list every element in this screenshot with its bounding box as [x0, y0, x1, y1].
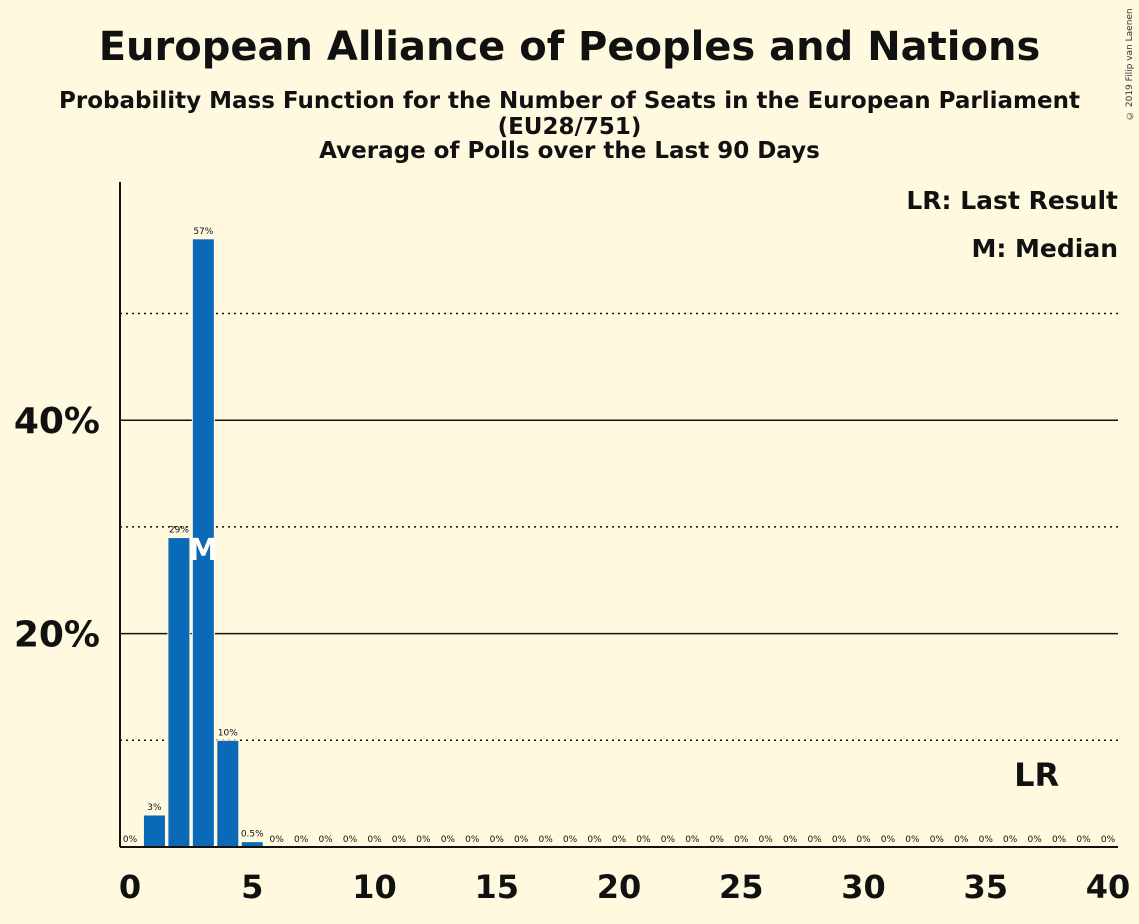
value-label-seat-17: 0% [539, 835, 554, 845]
x-tick-20: 20 [597, 868, 642, 906]
grid-lines [120, 312, 1118, 742]
x-tick-labels: 0 5 10 15 20 25 30 35 40 [119, 868, 1130, 906]
value-label-seat-7: 0% [294, 835, 309, 845]
value-label-seat-11: 0% [392, 835, 407, 845]
x-tick-25: 25 [719, 868, 764, 906]
value-label-seat-40: 0% [1101, 835, 1116, 845]
y-tick-40: 40% [14, 401, 100, 442]
value-label-seat-33: 0% [930, 835, 945, 845]
value-label-seat-28: 0% [807, 835, 822, 845]
value-label-seat-30: 0% [856, 835, 871, 845]
axes [119, 182, 1118, 848]
value-label-seat-36: 0% [1003, 835, 1018, 845]
x-tick-5: 5 [241, 868, 263, 906]
value-label-seat-31: 0% [881, 835, 896, 845]
last-result-marker: LR [1014, 756, 1059, 794]
value-label-seat-39: 0% [1076, 835, 1091, 845]
value-label-seat-27: 0% [783, 835, 798, 845]
value-label-seat-15: 0% [490, 835, 505, 845]
value-label-seat-20: 0% [612, 835, 627, 845]
value-label-seat-16: 0% [514, 835, 529, 845]
x-tick-15: 15 [474, 868, 519, 906]
x-tick-10: 10 [352, 868, 397, 906]
value-label-seat-32: 0% [905, 835, 920, 845]
legend-last-result: LR: Last Result [906, 186, 1118, 215]
y-tick-20: 20% [14, 615, 100, 656]
x-tick-40: 40 [1086, 868, 1131, 906]
value-label-seat-14: 0% [465, 835, 480, 845]
bar-seat-1 [142, 814, 166, 848]
chart-title: European Alliance of Peoples and Nations [98, 24, 1041, 70]
value-label-seat-26: 0% [759, 835, 774, 845]
value-label-seat-5: 0.5% [241, 830, 264, 840]
bar-seat-2 [167, 537, 191, 848]
x-tick-30: 30 [841, 868, 886, 906]
value-label-seat-29: 0% [832, 835, 847, 845]
value-label-seat-1: 3% [147, 803, 162, 813]
value-label-seat-12: 0% [416, 835, 431, 845]
value-label-seat-38: 0% [1052, 835, 1067, 845]
value-labels: 0% 3% 29% 57% 10% 0.5% 0% 0% 0% 0% 0% 0% 0% 0% 0% 0% 0% 0… [123, 227, 1116, 845]
bars [142, 238, 264, 848]
legend-median: M: Median [971, 234, 1118, 263]
median-marker: M [188, 533, 218, 568]
value-label-seat-37: 0% [1028, 835, 1043, 845]
value-label-seat-24: 0% [710, 835, 725, 845]
x-tick-0: 0 [119, 868, 141, 906]
value-label-seat-3: 57% [193, 227, 213, 237]
value-label-seat-2: 29% [169, 526, 189, 536]
x-tick-35: 35 [963, 868, 1008, 906]
y-tick-labels: 20% 40% [14, 401, 100, 655]
value-label-seat-23: 0% [685, 835, 700, 845]
value-label-seat-4: 10% [218, 728, 238, 738]
value-label-seat-35: 0% [979, 835, 994, 845]
value-label-seat-6: 0% [270, 835, 285, 845]
value-label-seat-18: 0% [563, 835, 578, 845]
chart-subtitle-period: Average of Polls over the Last 90 Days [319, 138, 820, 164]
chart-subtitle: Probability Mass Function for the Number… [59, 88, 1080, 140]
value-label-seat-9: 0% [343, 835, 358, 845]
value-label-seat-25: 0% [734, 835, 749, 845]
value-label-seat-13: 0% [441, 835, 456, 845]
value-label-seat-19: 0% [587, 835, 602, 845]
bar-seat-4 [216, 739, 240, 848]
value-label-seat-22: 0% [661, 835, 676, 845]
value-label-seat-10: 0% [367, 835, 382, 845]
value-label-seat-8: 0% [318, 835, 333, 845]
value-label-seat-0: 0% [123, 835, 138, 845]
value-label-seat-34: 0% [954, 835, 969, 845]
value-label-seat-21: 0% [636, 835, 651, 845]
